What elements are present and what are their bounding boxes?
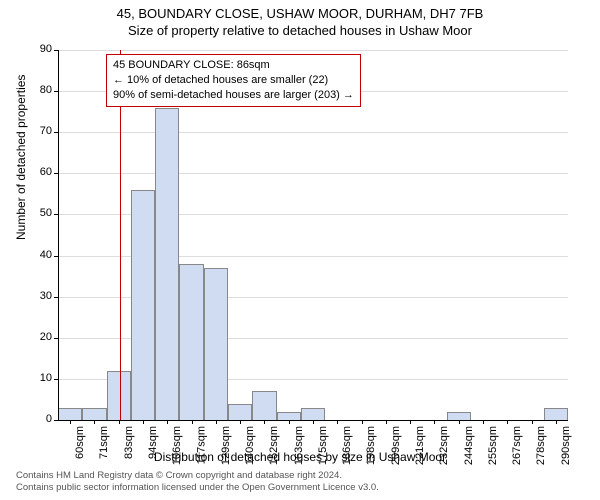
attribution-line-2: Contains public sector information licen… xyxy=(16,482,379,494)
attribution: Contains HM Land Registry data © Crown c… xyxy=(16,470,379,495)
annotation-box: 45 BOUNDARY CLOSE: 86sqm ← 10% of detach… xyxy=(106,54,361,107)
grid-line xyxy=(58,50,568,51)
y-tick-label: 90 xyxy=(22,43,52,55)
y-tick-label: 0 xyxy=(22,413,52,425)
annotation-line-3: 90% of semi-detached houses are larger (… xyxy=(113,88,354,103)
y-tick-label: 60 xyxy=(22,166,52,178)
histogram-bar xyxy=(58,408,82,420)
histogram-bar xyxy=(228,404,252,420)
y-tick-label: 20 xyxy=(22,331,52,343)
histogram-bar xyxy=(252,391,276,420)
histogram-bar xyxy=(447,412,471,420)
x-axis-label: Distribution of detached houses by size … xyxy=(0,450,600,464)
y-tick-label: 10 xyxy=(22,372,52,384)
attribution-line-1: Contains HM Land Registry data © Crown c… xyxy=(16,470,379,482)
title-line-1: 45, BOUNDARY CLOSE, USHAW MOOR, DURHAM, … xyxy=(0,0,600,21)
histogram-bar xyxy=(82,408,106,420)
y-tick-label: 30 xyxy=(22,290,52,302)
histogram-bar xyxy=(131,190,155,420)
x-axis-line xyxy=(58,420,568,421)
histogram-bar xyxy=(179,264,203,420)
y-tick-label: 80 xyxy=(22,84,52,96)
histogram-bar xyxy=(301,408,325,420)
grid-line xyxy=(58,132,568,133)
histogram-bar xyxy=(107,371,131,420)
title-line-2: Size of property relative to detached ho… xyxy=(0,21,600,42)
annotation-line-1: 45 BOUNDARY CLOSE: 86sqm xyxy=(113,58,354,73)
y-tick-label: 50 xyxy=(22,207,52,219)
histogram-bar xyxy=(544,408,568,420)
histogram-bar xyxy=(155,108,179,420)
plot-area: 010203040506070809060sqm71sqm83sqm94sqm1… xyxy=(58,50,568,420)
chart-container: 45, BOUNDARY CLOSE, USHAW MOOR, DURHAM, … xyxy=(0,0,600,500)
histogram-bar xyxy=(204,268,228,420)
y-tick-label: 40 xyxy=(22,249,52,261)
grid-line xyxy=(58,173,568,174)
histogram-bar xyxy=(277,412,301,420)
annotation-line-2: ← 10% of detached houses are smaller (22… xyxy=(113,73,354,88)
y-axis-line xyxy=(58,50,59,420)
y-tick-label: 70 xyxy=(22,125,52,137)
